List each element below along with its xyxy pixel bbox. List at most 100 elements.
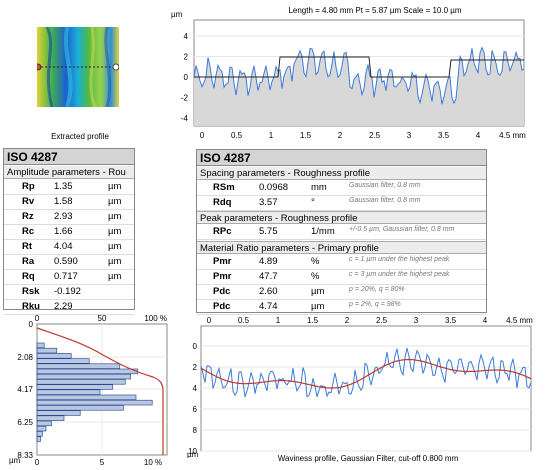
histogram-bar (36, 420, 52, 427)
parameter-value: 1.66 (54, 226, 73, 237)
parameter-row: Pdc 4.74 µm p = 2%, q = 98% (197, 300, 486, 315)
parameter-note: +/-0.5 µm, Gaussian filter, 0.8 mm (349, 226, 455, 233)
parameter-unit: µm (108, 226, 122, 237)
histogram-y-tick: 2.08 (17, 353, 33, 362)
peak-section-heading: Peak parameters - Roughness profile (197, 211, 486, 224)
waviness-x-tick: 0.5 (238, 316, 250, 325)
histogram-bottom-tick: 5 (100, 458, 105, 465)
top-x-tick-label: 2 (338, 131, 343, 140)
waviness-x-tick: 4.5 mm (506, 316, 533, 325)
histogram-bar (36, 347, 58, 354)
histogram-bar (36, 410, 81, 416)
parameter-name: Rq (22, 271, 35, 282)
parameter-name: Rp (22, 181, 35, 192)
material-ratio-curve (36, 327, 164, 455)
histogram-bar (36, 373, 131, 380)
top-plot-y-unit: µm (171, 10, 183, 19)
spacing-section-heading: Spacing parameters - Roughness profile (197, 167, 486, 180)
parameter-row: Rp 1.35 µm (4, 180, 134, 195)
histogram-top-tick: 50 (98, 314, 107, 323)
waviness-profile-line (200, 347, 532, 398)
parameter-note: Gaussian filter, 0.8 mm (349, 197, 421, 204)
top-x-tick-label: 1 (269, 131, 274, 140)
parameter-value: 5.75 (259, 226, 278, 237)
histogram-top-tick: 100 % (144, 314, 167, 323)
top-plot-header: Length = 4.80 mm Pt = 5.87 µm Scale = 10… (288, 6, 462, 15)
parameter-row: Pdc 2.60 µm p = 20%, q = 80% (197, 285, 486, 300)
waviness-y-unit: µm (187, 450, 199, 458)
parameter-value: 2.60 (259, 286, 278, 297)
waviness-filtered-line (200, 358, 532, 389)
parameter-row: Rsk -0.192 (4, 285, 134, 300)
parameter-row: Rdq 3.57 ° Gaussian filter, 0.8 mm (197, 196, 486, 211)
top-y-tick-label: -4 (181, 114, 189, 123)
histogram-y-tick: 0 (29, 320, 34, 329)
parameter-name: Rdq (213, 197, 232, 208)
waviness-x-tick: 1 (276, 316, 281, 325)
parameter-unit: ° (311, 197, 315, 208)
waviness-y-tick: 6 (193, 405, 198, 414)
waviness-x-tick: 2.5 (376, 316, 388, 325)
histogram-bar (36, 431, 43, 437)
material-section-heading: Material Ratio parameters - Primary prof… (197, 241, 486, 254)
histogram-bar (36, 363, 121, 369)
waviness-y-tick: 10 (188, 447, 197, 456)
amplitude-panel: ISO 4287 Amplitude parameters - Rou Rp 1.… (3, 148, 135, 315)
waviness-y-tick: 0 (193, 342, 198, 351)
histogram-bars (36, 342, 153, 442)
parameter-name: Ra (22, 256, 35, 267)
parameter-unit: µm (108, 241, 122, 252)
parameter-name: RPc (213, 226, 232, 237)
parameter-row: Pmr 4.89% c = 1 µm under the highest peak (197, 255, 486, 270)
parameter-name: Pmr (213, 256, 232, 267)
parameter-value: 4.74 (259, 301, 278, 312)
parameter-name: Pdc (213, 301, 231, 312)
histogram-bar (36, 405, 124, 411)
parameter-unit: µm (108, 196, 122, 207)
histogram-bar (36, 342, 45, 349)
parameter-value: 2.29 (54, 301, 73, 312)
parameter-row: Rz 2.93 µm (4, 210, 134, 225)
parameter-name: Rz (22, 211, 34, 222)
parameter-name: Rsk (22, 286, 40, 297)
waviness-x-tick: 3 (414, 316, 419, 325)
top-y-tick-label: 0 (184, 73, 189, 82)
parameter-row: Rv 1.58 µm (4, 195, 134, 210)
extracted-profile-thumbnail[interactable] (34, 26, 120, 108)
top-x-tick-label: 3 (407, 131, 412, 140)
amplitude-title: ISO 4287 (4, 149, 134, 165)
parameter-name: Pmr (213, 271, 232, 282)
histogram-y-tick: 6.25 (17, 418, 33, 427)
parameter-value: 47.7 (259, 271, 278, 282)
parameter-value: 2.93 (54, 211, 73, 222)
top-x-tick-label: 4.5 mm (499, 131, 526, 140)
histogram-bottom-tick: 0 (35, 458, 40, 465)
parameter-name: Pdc (213, 286, 231, 297)
top-x-tick-label: 2.5 (369, 131, 381, 140)
histogram-bar (36, 353, 72, 359)
histogram-bar (36, 425, 47, 432)
parameter-row: Rt 4.04 µm (4, 240, 134, 255)
thumbnail-caption: Extracted profile (51, 132, 109, 141)
parameter-row: Rq 0.717 µm (4, 270, 134, 285)
parameter-unit: % (311, 271, 320, 282)
histogram-bar (36, 368, 139, 375)
waviness-y-tick: 2 (193, 363, 198, 372)
histogram-bar (36, 389, 101, 395)
histogram-bar (36, 379, 126, 385)
parameter-unit: µm (108, 211, 122, 222)
parameter-value: 3.57 (259, 197, 278, 208)
parameter-unit: µm (311, 301, 325, 312)
top-x-tick-label: 0.5 (231, 131, 243, 140)
parameter-row: RPc 5.75 1/mm +/-0.5 µm, Gaussian filter, 0… (197, 225, 486, 240)
top-plot-x-ticks: 0 0.5 1 1.5 2 2.5 3 3.5 4 4.5 mm (200, 131, 526, 140)
parameter-row: Ra 0.590 µm (4, 255, 134, 270)
waviness-y-tick: 4 (193, 384, 198, 393)
parameter-value: 4.89 (259, 256, 278, 267)
top-profile-chart[interactable]: 4 2 0 -2 -4 0 0.5 1 1.5 2 2.5 3 3.5 4 4.5 mm (170, 18, 540, 143)
waviness-gridlines (201, 345, 531, 452)
